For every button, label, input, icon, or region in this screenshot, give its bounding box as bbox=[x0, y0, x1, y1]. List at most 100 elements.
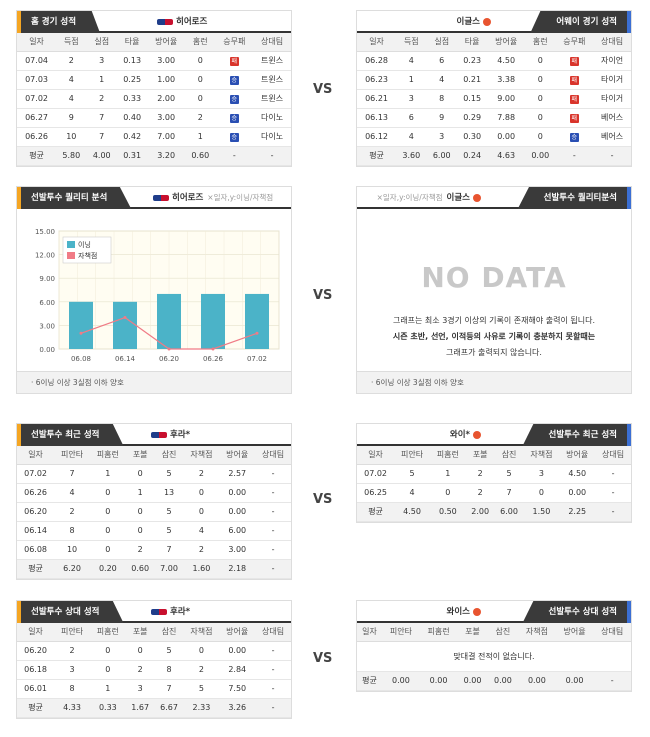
table-cell: 06.27 bbox=[17, 108, 57, 128]
table-cell: - bbox=[255, 502, 291, 522]
table-cell: 7 bbox=[86, 127, 117, 147]
table-cell: 승 bbox=[555, 127, 594, 147]
table-cell: 0 bbox=[525, 89, 556, 109]
table-cell: 1 bbox=[86, 70, 117, 90]
table-cell: 3 bbox=[426, 127, 457, 147]
vs-right-tab: 선발투수 상대 성적 bbox=[522, 601, 631, 623]
table-cell: 트윈스 bbox=[253, 89, 291, 109]
average-cell: 4.50 bbox=[394, 502, 430, 522]
no-data-msg-3: 그래프가 출력되지 않습니다. bbox=[446, 348, 542, 357]
table-cell: 7 bbox=[86, 108, 117, 128]
table-cell: 07.02 bbox=[17, 464, 55, 484]
heroes-logo-icon bbox=[151, 608, 167, 615]
table-cell: 06.20 bbox=[17, 641, 55, 661]
table-cell: 0 bbox=[125, 641, 155, 661]
average-cell: 0.60 bbox=[185, 146, 216, 166]
table-cell: 5 bbox=[154, 464, 184, 484]
win-badge: 승 bbox=[569, 132, 579, 142]
table-cell: 승 bbox=[215, 70, 254, 90]
table-row: 06.25 4 0 2 7 0 0.00- bbox=[357, 483, 631, 503]
table-header-row: 일자 피안타 피홈런 포볼 삼진 자책점 방어율 상대팀 bbox=[17, 623, 291, 642]
quality-chart: 15.00 12.00 9.00 6.00 3.00 0.00 06.08 06.14 06.2… bbox=[17, 209, 291, 371]
average-row: 평균 4.50 0.50 2.00 6.00 1.50 2.25- bbox=[357, 502, 631, 522]
column-header: 삼진 bbox=[154, 623, 184, 642]
table-row: 07.02 7 1 0 5 2 2.57- bbox=[17, 464, 291, 484]
quality-right-note: · 6이닝 이상 3실점 이하 양호 bbox=[357, 371, 631, 393]
column-header: 득점 bbox=[396, 33, 427, 52]
table-cell: 베어스 bbox=[593, 108, 631, 128]
table-cell: 7 bbox=[494, 483, 524, 503]
table-cell: 0 bbox=[89, 660, 126, 680]
average-cell: 1.67 bbox=[125, 698, 155, 718]
quality-left-team: 히어로즈 ×일자,y:이닝/자책점 bbox=[153, 187, 273, 209]
table-cell: 2 bbox=[54, 641, 90, 661]
table-cell: 0.15 bbox=[456, 89, 488, 109]
average-cell: 0.00 bbox=[487, 671, 519, 691]
no-data-area: NO DATA 그래프는 최소 3경기 이상의 기록이 존재해야 출력이 됩니다… bbox=[357, 209, 631, 371]
table-cell: - bbox=[255, 641, 291, 661]
table-cell: 다이노 bbox=[253, 127, 291, 147]
home-record-tab: 홈 경기 성적 bbox=[17, 11, 101, 33]
x-tick-label: 06.26 bbox=[203, 355, 224, 363]
table-cell: 4 bbox=[426, 70, 457, 90]
average-cell: - bbox=[593, 671, 631, 691]
no-data-text: NO DATA bbox=[421, 261, 567, 294]
column-header: 타율 bbox=[116, 33, 148, 52]
table-cell: 07.02 bbox=[357, 464, 395, 484]
vs-label: VS bbox=[313, 82, 333, 97]
table-cell: 2 bbox=[56, 51, 87, 71]
table-cell: 0.25 bbox=[116, 70, 148, 90]
recent-right-tab: 선발투수 최근 성적 bbox=[522, 424, 631, 446]
table-cell: 4 bbox=[183, 521, 220, 541]
average-cell: 1.50 bbox=[523, 502, 560, 522]
table-cell: 8 bbox=[426, 89, 457, 109]
average-cell: 0.00 bbox=[518, 671, 556, 691]
table-cell: 0 bbox=[183, 483, 220, 503]
y-tick-label: 9.00 bbox=[39, 275, 55, 283]
table-cell: 8 bbox=[54, 521, 90, 541]
recent-right-table: 일자 피안타 피홈런 포볼 삼진 자책점 방어율 상대팀 07.02 5 1 2 5 3 4.50-06.2… bbox=[357, 446, 631, 522]
table-cell: - bbox=[255, 660, 291, 680]
table-cell: 타이거 bbox=[593, 70, 631, 90]
table-cell: 3 bbox=[523, 464, 560, 484]
win-badge: 승 bbox=[229, 75, 239, 85]
column-header: 승무패 bbox=[555, 33, 594, 52]
column-header: 상대팀 bbox=[593, 33, 631, 52]
column-header: 일자 bbox=[17, 33, 57, 52]
table-cell: 06.20 bbox=[17, 502, 55, 522]
y-tick-label: 15.00 bbox=[35, 228, 55, 236]
table-cell: 6 bbox=[396, 108, 427, 128]
empty-row: 맞대결 전적이 없습니다. bbox=[357, 641, 631, 672]
table-cell: 0.40 bbox=[116, 108, 148, 128]
table-row: 06.13 6 9 0.29 7.88 0 패 베어스 bbox=[357, 108, 631, 128]
table-header-row: 일자 득점 실점 타율 방어율 홈런 승무패 상대팀 bbox=[17, 33, 291, 52]
win-badge: 승 bbox=[229, 132, 239, 142]
table-row: 06.23 1 4 0.21 3.38 0 패 타이거 bbox=[357, 70, 631, 90]
average-cell: - bbox=[555, 146, 594, 166]
vs-left-tab: 선발투수 상대 성적 bbox=[17, 601, 124, 623]
table-cell: 2.00 bbox=[147, 89, 186, 109]
average-cell: 7.00 bbox=[154, 559, 184, 579]
table-cell: 0.00 bbox=[487, 127, 526, 147]
table-cell: 4 bbox=[396, 127, 427, 147]
column-header: 상대팀 bbox=[593, 623, 631, 642]
table-cell: 2 bbox=[54, 502, 90, 522]
table-cell: 06.08 bbox=[17, 540, 55, 560]
no-data-msg-2: 시즌 초반, 선언, 이적등의 사유로 기록이 충분하지 못할때는 bbox=[392, 332, 596, 341]
average-cell: 6.67 bbox=[154, 698, 184, 718]
table-cell: 8 bbox=[54, 679, 90, 699]
average-cell: 0.00 bbox=[419, 671, 458, 691]
eagles-logo-icon bbox=[483, 17, 491, 26]
away-record-tab: 어웨이 경기 성적 bbox=[530, 11, 631, 33]
table-cell: - bbox=[255, 540, 291, 560]
average-cell: 4.00 bbox=[86, 146, 117, 166]
empty-message: 맞대결 전적이 없습니다. bbox=[357, 641, 631, 672]
quality-right-tab: 선발투수 퀄리티분석 bbox=[517, 187, 631, 209]
table-cell: 0 bbox=[183, 641, 220, 661]
recent-left-table: 일자 피안타 피홈런 포볼 삼진 자책점 방어율 상대팀 07.02 7 1 0 5 2 2.57-06.2… bbox=[17, 446, 291, 579]
table-row: 06.27 9 7 0.40 3.00 2 승 다이노 bbox=[17, 108, 291, 128]
average-row: 평균 6.20 0.20 0.60 7.00 1.60 2.18- bbox=[17, 559, 291, 579]
win-badge: 승 bbox=[229, 94, 239, 104]
bar bbox=[201, 293, 225, 349]
average-cell: 0.31 bbox=[116, 146, 148, 166]
